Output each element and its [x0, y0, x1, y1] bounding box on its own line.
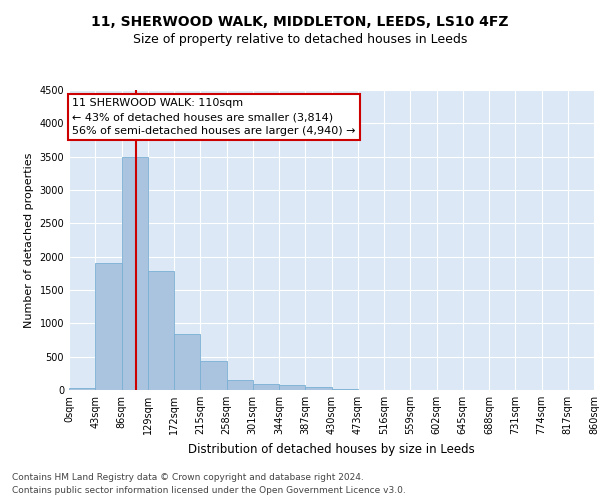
Bar	[279, 384, 305, 390]
Y-axis label: Number of detached properties: Number of detached properties	[24, 152, 34, 328]
Bar	[148, 272, 174, 390]
Bar	[200, 360, 227, 390]
Bar	[95, 264, 121, 390]
Bar	[305, 388, 331, 390]
Text: Size of property relative to detached houses in Leeds: Size of property relative to detached ho…	[133, 32, 467, 46]
Bar	[253, 384, 279, 390]
Bar	[331, 388, 358, 390]
X-axis label: Distribution of detached houses by size in Leeds: Distribution of detached houses by size …	[188, 442, 475, 456]
Text: Contains public sector information licensed under the Open Government Licence v3: Contains public sector information licen…	[12, 486, 406, 495]
Text: 11 SHERWOOD WALK: 110sqm
← 43% of detached houses are smaller (3,814)
56% of sem: 11 SHERWOOD WALK: 110sqm ← 43% of detach…	[72, 98, 356, 136]
Bar	[174, 334, 200, 390]
Text: 11, SHERWOOD WALK, MIDDLETON, LEEDS, LS10 4FZ: 11, SHERWOOD WALK, MIDDLETON, LEEDS, LS1…	[91, 15, 509, 29]
Bar	[69, 388, 95, 390]
Bar	[227, 380, 253, 390]
Bar	[121, 156, 148, 390]
Text: Contains HM Land Registry data © Crown copyright and database right 2024.: Contains HM Land Registry data © Crown c…	[12, 474, 364, 482]
